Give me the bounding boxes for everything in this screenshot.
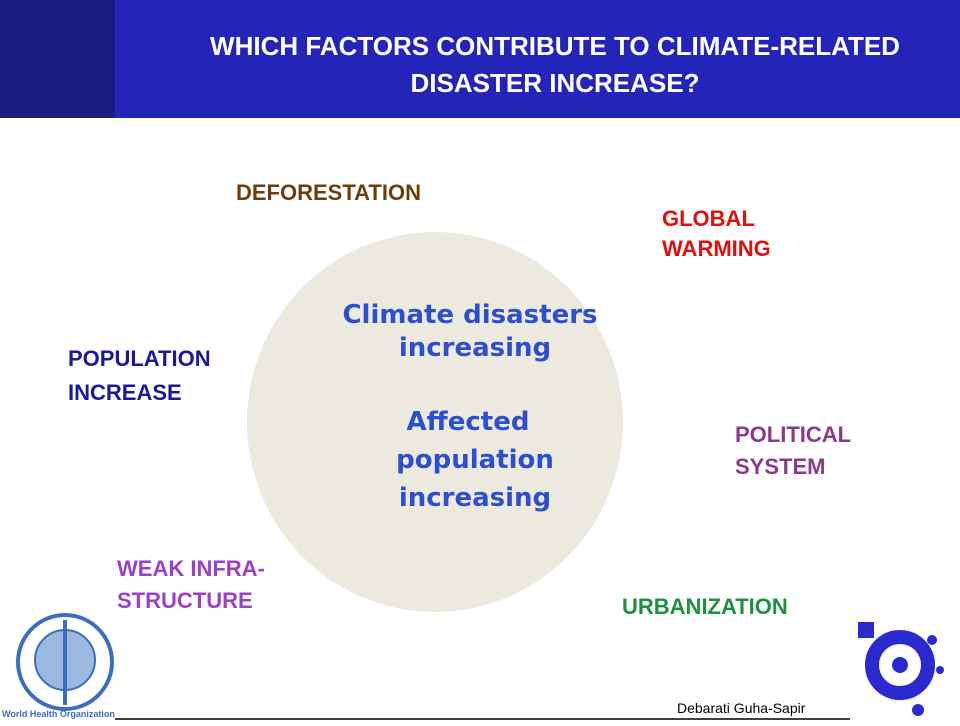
cred-logo — [858, 622, 944, 716]
center-line: Climate disasters — [342, 300, 597, 330]
who-label: World Health Organization — [2, 709, 115, 719]
factor: WARMING — [662, 236, 771, 261]
factor: URBANIZATION — [622, 594, 788, 619]
center-line: increasing — [399, 333, 551, 363]
factor: SYSTEM — [735, 454, 825, 479]
factor: POPULATION — [68, 346, 211, 371]
center-text: Climate disasters increasing Affected po… — [342, 300, 597, 513]
factor: INCREASE — [68, 380, 182, 405]
center-line: increasing — [399, 483, 551, 513]
title-bar — [0, 0, 960, 118]
center-line: population — [396, 445, 554, 475]
title: DISASTER INCREASE? — [411, 68, 700, 98]
title: WHICH FACTORS CONTRIBUTE TO CLIMATE-RELA… — [210, 31, 900, 61]
ellipse — [247, 232, 623, 612]
author: Debarati Guha-Sapir — [677, 700, 806, 716]
who-logo — [16, 613, 114, 711]
factor: DEFORESTATION — [236, 180, 421, 205]
factor: STRUCTURE — [117, 588, 253, 613]
title-bar-corner — [0, 0, 115, 118]
factor: WEAK INFRA- — [117, 556, 265, 581]
factor: GLOBAL — [662, 206, 755, 231]
center-line: Affected — [407, 407, 530, 437]
factor: POLITICAL — [735, 422, 851, 447]
